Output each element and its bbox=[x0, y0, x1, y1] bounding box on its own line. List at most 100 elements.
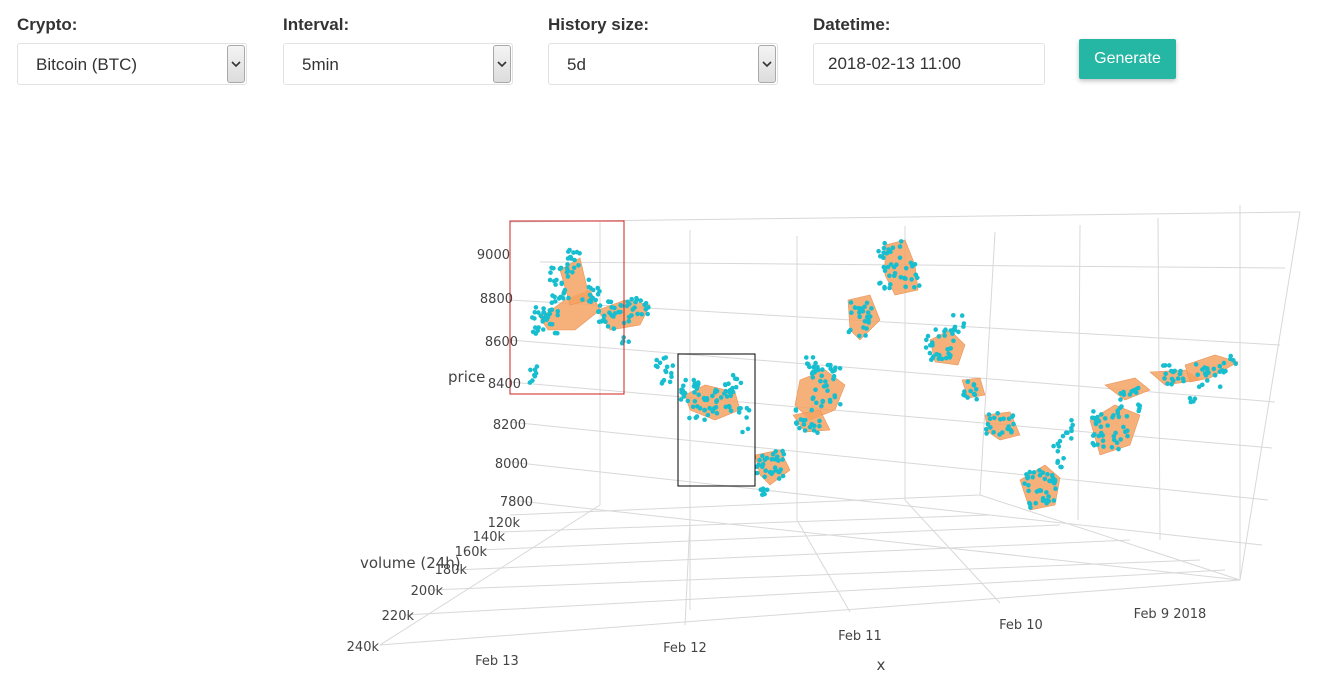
chevron-down-icon[interactable] bbox=[493, 45, 511, 83]
data-point bbox=[566, 249, 571, 254]
data-point bbox=[1006, 416, 1012, 422]
grid-line bbox=[499, 514, 991, 533]
data-point bbox=[1111, 437, 1117, 443]
data-point bbox=[728, 388, 734, 393]
data-point bbox=[837, 366, 843, 371]
data-point bbox=[943, 327, 948, 333]
data-point bbox=[888, 282, 893, 287]
data-point bbox=[712, 389, 718, 395]
data-point bbox=[987, 416, 993, 422]
data-point bbox=[971, 382, 977, 387]
data-point bbox=[775, 454, 780, 460]
data-point bbox=[1093, 421, 1099, 427]
crypto-control: Crypto: Bitcoin (BTC) bbox=[17, 14, 247, 85]
data-point bbox=[1058, 464, 1063, 470]
data-point bbox=[1171, 378, 1176, 384]
data-point bbox=[683, 377, 688, 383]
x-tick-label: Feb 9 2018 bbox=[1134, 607, 1207, 622]
data-point bbox=[898, 275, 904, 280]
data-point bbox=[1044, 498, 1049, 503]
data-point bbox=[909, 277, 914, 282]
interval-select[interactable]: 5min bbox=[283, 43, 513, 85]
data-point bbox=[925, 333, 931, 339]
data-point bbox=[781, 451, 787, 457]
data-point bbox=[553, 282, 558, 287]
data-point bbox=[1024, 472, 1029, 477]
grid-line bbox=[454, 539, 1131, 571]
data-point bbox=[830, 369, 835, 374]
data-point bbox=[888, 249, 893, 254]
surface-patch bbox=[794, 369, 846, 421]
data-point bbox=[848, 300, 854, 305]
data-point bbox=[1127, 392, 1133, 397]
data-point bbox=[812, 370, 817, 375]
z-tick-label: 8200 bbox=[493, 418, 526, 433]
crypto-select-value: Bitcoin (BTC) bbox=[36, 55, 138, 74]
data-point bbox=[882, 286, 887, 291]
data-point bbox=[1027, 469, 1033, 475]
data-point bbox=[881, 245, 887, 251]
data-point bbox=[1100, 433, 1105, 438]
data-point bbox=[776, 458, 781, 463]
crypto-select[interactable]: Bitcoin (BTC) bbox=[17, 43, 247, 85]
chevron-down-icon[interactable] bbox=[227, 45, 245, 83]
data-point bbox=[693, 415, 699, 421]
data-point bbox=[580, 297, 585, 302]
data-point bbox=[988, 425, 993, 430]
data-point bbox=[1217, 384, 1223, 390]
data-point bbox=[951, 338, 956, 344]
data-point bbox=[733, 384, 739, 390]
data-point bbox=[663, 355, 669, 360]
data-point bbox=[681, 383, 686, 389]
data-point bbox=[545, 314, 551, 320]
data-point bbox=[1217, 369, 1223, 375]
data-point bbox=[692, 390, 697, 395]
grid-line bbox=[404, 569, 1226, 616]
data-point bbox=[820, 399, 825, 405]
data-point bbox=[1053, 486, 1058, 492]
generate-button[interactable]: Generate bbox=[1079, 39, 1176, 79]
data-point bbox=[736, 410, 742, 415]
z-tick-label: 7800 bbox=[500, 495, 533, 510]
surface-patch bbox=[1104, 377, 1151, 401]
data-point bbox=[740, 429, 745, 435]
history-select[interactable]: 5d bbox=[548, 43, 778, 85]
data-point bbox=[1095, 414, 1100, 420]
data-point bbox=[937, 352, 942, 358]
data-point bbox=[984, 431, 989, 436]
data-point bbox=[1095, 442, 1100, 447]
data-point bbox=[541, 316, 546, 321]
data-point bbox=[1233, 361, 1238, 367]
data-point bbox=[669, 374, 674, 380]
data-point bbox=[587, 292, 593, 298]
data-point bbox=[702, 397, 708, 403]
grid-line bbox=[509, 211, 1301, 223]
data-point bbox=[570, 270, 575, 275]
data-point bbox=[597, 289, 602, 294]
data-point bbox=[557, 266, 563, 272]
data-point bbox=[1048, 478, 1054, 484]
data-point bbox=[1116, 446, 1121, 452]
data-point bbox=[619, 341, 625, 346]
data-point bbox=[724, 394, 730, 399]
data-point bbox=[819, 403, 824, 409]
y-tick-label: 120k bbox=[488, 516, 521, 531]
interval-control: Interval: 5min bbox=[283, 14, 513, 85]
data-point bbox=[857, 333, 862, 339]
x-tick-label: Feb 11 bbox=[838, 629, 882, 644]
data-point bbox=[713, 404, 719, 410]
chevron-down-icon[interactable] bbox=[758, 45, 776, 83]
y-tick-label: 180k bbox=[435, 563, 468, 578]
datetime-input[interactable] bbox=[813, 43, 1045, 85]
data-point bbox=[702, 417, 707, 423]
y-axis-title: volume (24h) bbox=[360, 554, 461, 572]
data-point bbox=[536, 325, 541, 330]
data-point bbox=[823, 379, 828, 384]
highlight-box-red bbox=[509, 220, 625, 395]
data-point bbox=[810, 355, 816, 360]
grid-line bbox=[509, 381, 1273, 449]
data-point bbox=[643, 300, 649, 306]
data-point bbox=[812, 423, 817, 429]
data-point bbox=[1063, 430, 1069, 436]
